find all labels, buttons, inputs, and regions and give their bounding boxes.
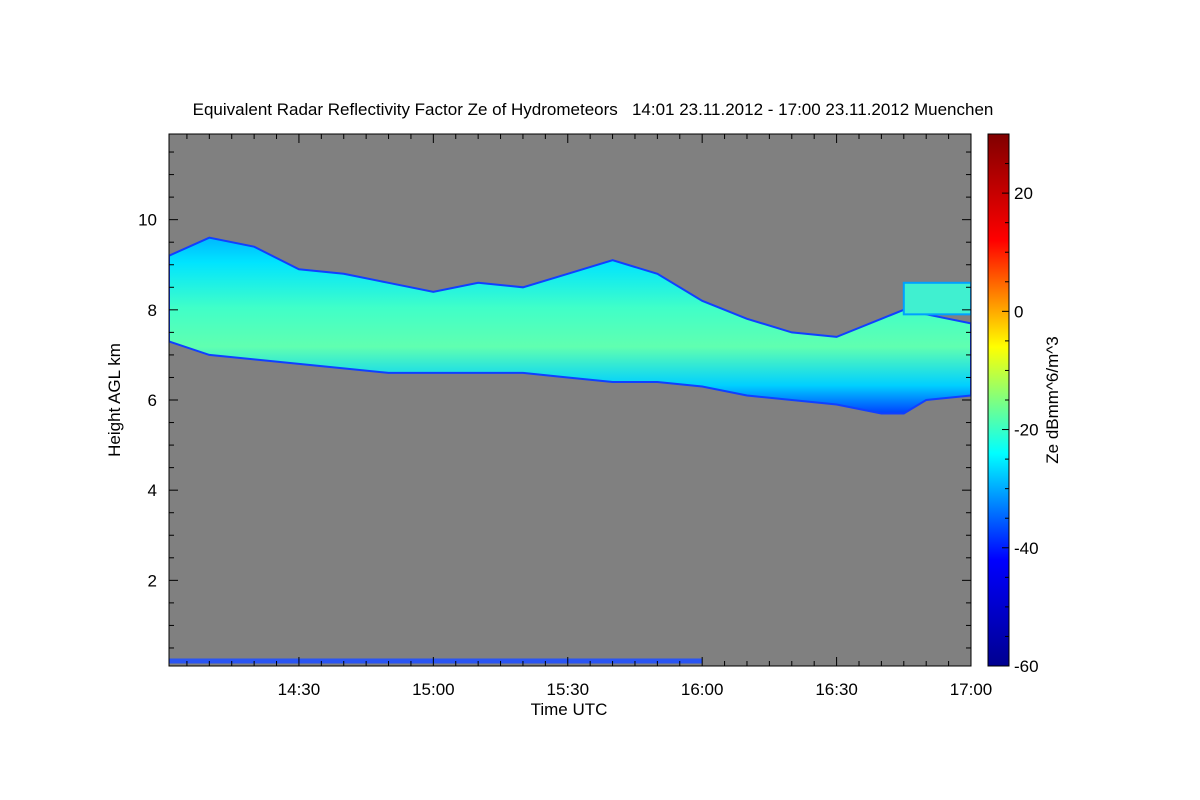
colorbar-tick-label: -60 — [1014, 657, 1039, 676]
x-tick-label: 17:00 — [950, 680, 993, 699]
x-axis-label: Time UTC — [531, 700, 608, 719]
y-tick-label: 10 — [138, 211, 157, 230]
x-tick-label: 15:30 — [546, 680, 589, 699]
x-tick-label: 16:30 — [815, 680, 858, 699]
x-axis: 14:30 15:00 15:30 16:00 16:30 17:00 — [186, 134, 993, 699]
plot-area — [168, 133, 972, 667]
colorbar-tick-label: 20 — [1014, 184, 1033, 203]
colorbar-label: Ze dBmm^6/m^3 — [1043, 336, 1062, 463]
x-tick-label: 16:00 — [681, 680, 724, 699]
upper-cloud-echo — [902, 281, 971, 316]
x-tick-label: 14:30 — [278, 680, 321, 699]
x-tick-label: 15:00 — [412, 680, 455, 699]
chart-title: Equivalent Radar Reflectivity Factor Ze … — [193, 100, 994, 119]
near-ground-echo — [169, 658, 703, 664]
colorbar: -60 -40 -20 0 20 — [987, 133, 1039, 676]
cloud-layer-echo — [169, 236, 971, 415]
y-tick-label: 8 — [148, 301, 157, 320]
colorbar-tick-label: -20 — [1014, 421, 1039, 440]
colorbar-tick-label: -40 — [1014, 539, 1039, 558]
y-tick-label: 2 — [148, 571, 157, 590]
y-axis-label: Height AGL km — [105, 343, 124, 457]
y-axis: 2 4 6 8 10 — [138, 151, 971, 649]
y-tick-label: 6 — [148, 391, 157, 410]
colorbar-tick-label: 0 — [1014, 302, 1023, 321]
y-tick-label: 4 — [148, 481, 157, 500]
